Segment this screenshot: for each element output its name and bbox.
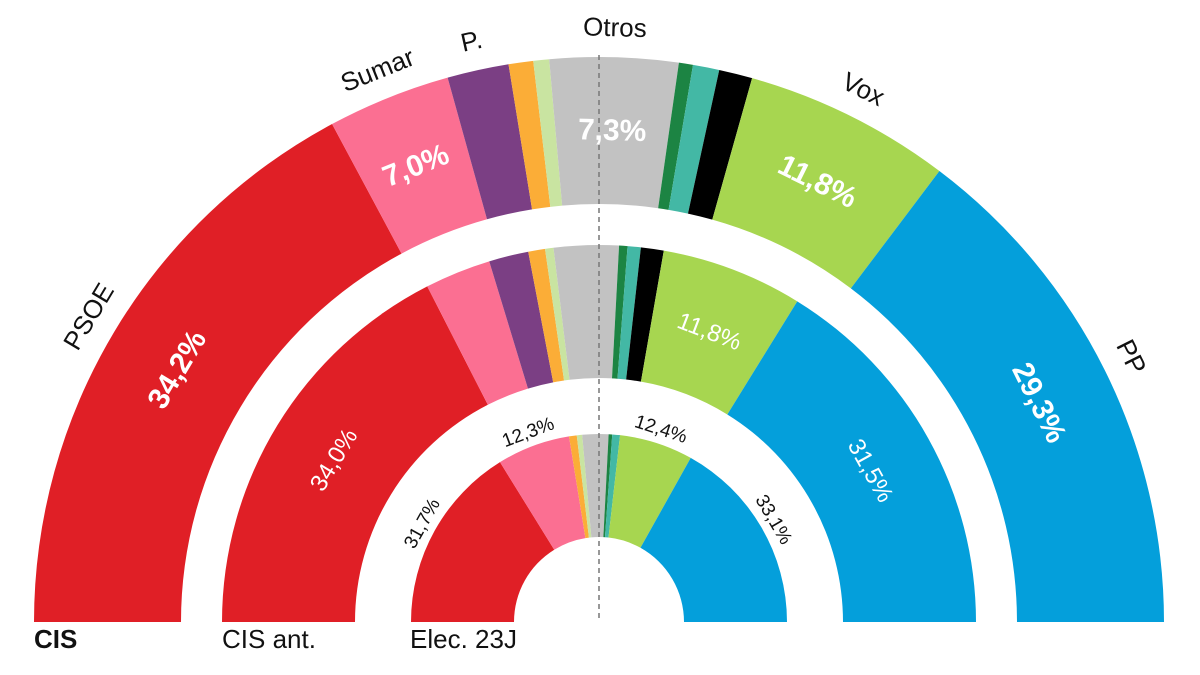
arc-elec-23j-orange bbox=[568, 435, 589, 539]
arc-cis-ant-vox bbox=[640, 250, 798, 415]
arc-elec-23j-sumar bbox=[500, 436, 586, 550]
party-label-vox: Vox bbox=[837, 66, 889, 112]
arc-cis-pp bbox=[850, 171, 1164, 622]
arc-cis-orange bbox=[508, 60, 551, 210]
arc-elec-23j-otros bbox=[582, 434, 609, 538]
arc-cis-p bbox=[447, 64, 533, 220]
arc-cis-otros bbox=[549, 56, 679, 209]
arc-cis-ant-psoe bbox=[222, 286, 488, 622]
arc-elec-23j-pp bbox=[640, 457, 787, 622]
value-label-cis-otros: 7,3% bbox=[578, 113, 647, 148]
ring-caption-cis-ant: CIS ant. bbox=[222, 624, 316, 654]
arc-cis-ant-darkgreen bbox=[611, 245, 628, 379]
arc-elec-23j-vox bbox=[608, 435, 691, 548]
ring-caption-cis: CIS bbox=[34, 624, 78, 654]
arc-cis-sumar bbox=[332, 77, 487, 254]
arc-cis-darkgreen bbox=[658, 62, 694, 210]
arc-cis-ant-teal bbox=[617, 246, 641, 380]
arc-cis-teal bbox=[668, 64, 720, 214]
arc-cis-ant-pp bbox=[727, 301, 976, 622]
party-label-sumar: Sumar bbox=[336, 42, 419, 98]
arc-cis-ant-otros bbox=[553, 244, 620, 380]
arc-cis-black bbox=[687, 69, 753, 220]
arc-cis-ant-lightgreen bbox=[545, 247, 570, 381]
party-label-otros: Otros bbox=[583, 11, 647, 43]
arc-elec-23j-teal bbox=[604, 434, 621, 538]
arc-cis-ant-p bbox=[489, 251, 554, 389]
arcs-layer bbox=[34, 56, 1164, 622]
arc-cis-ant-orange bbox=[528, 248, 565, 383]
arc-cis-lightgreen bbox=[533, 59, 563, 207]
arc-cis-psoe bbox=[34, 124, 402, 622]
arc-elec-23j-lightgreen bbox=[576, 434, 592, 538]
arc-elec-23j-darkgreen bbox=[603, 434, 613, 538]
party-label-pp: PP bbox=[1110, 335, 1152, 379]
arc-cis-vox bbox=[712, 78, 940, 289]
ring-caption-elec-23j: Elec. 23J bbox=[410, 624, 517, 654]
arc-elec-23j-psoe bbox=[411, 462, 555, 622]
party-label-p: P. bbox=[458, 24, 485, 58]
arc-cis-ant-black bbox=[626, 247, 664, 382]
arc-cis-ant-sumar bbox=[427, 261, 528, 405]
